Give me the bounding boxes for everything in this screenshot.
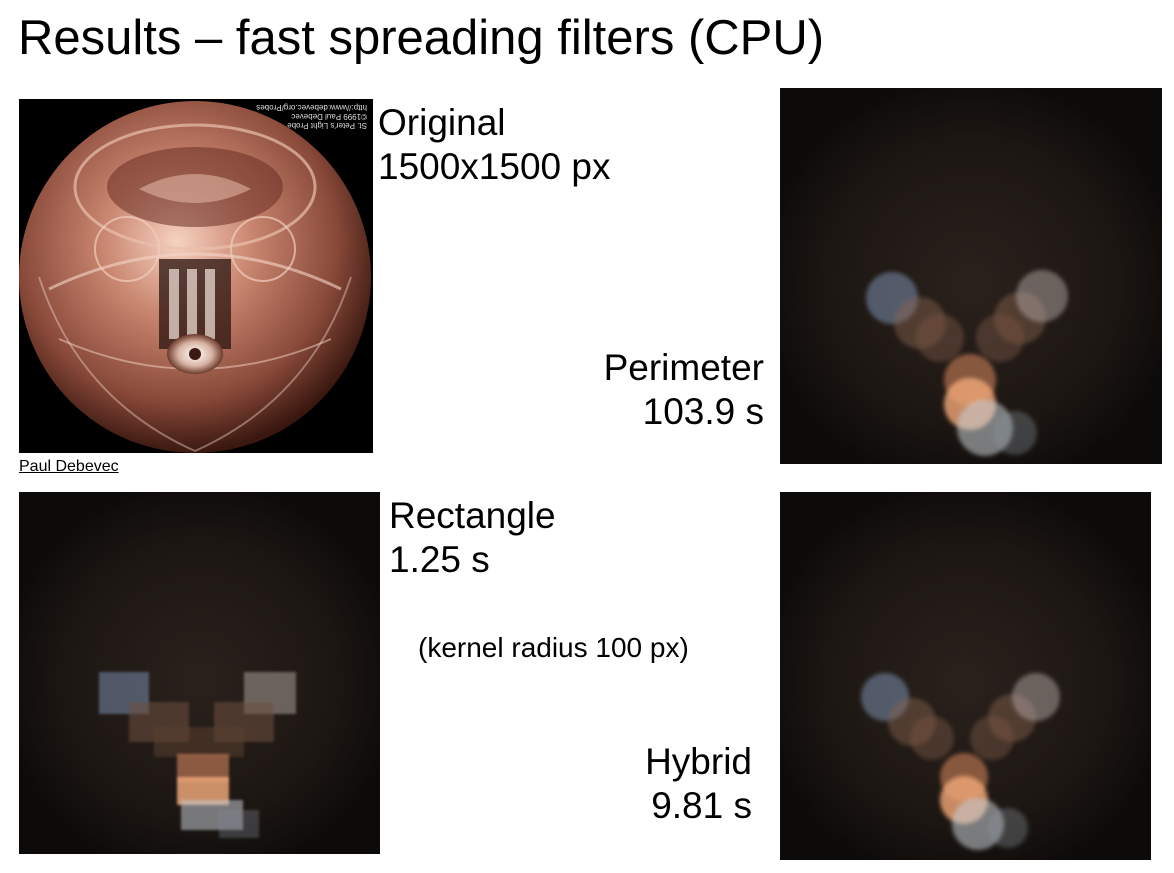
rectangle-bokeh-graphic <box>19 492 380 854</box>
hybrid-label: Hybrid 9.81 s <box>560 740 752 828</box>
probe-copyright-line: http://www.debevec.org/Probes <box>256 103 367 112</box>
slide-title: Results – fast spreading filters (CPU) <box>18 11 825 65</box>
probe-sphere-graphic <box>19 99 373 453</box>
perimeter-time: 103.9 s <box>642 391 764 432</box>
perimeter-name: Perimeter <box>603 347 764 388</box>
perimeter-result-image <box>780 88 1162 464</box>
probe-copyright-line: St. Peter's Light Probe <box>287 121 367 130</box>
rectangle-name: Rectangle <box>389 495 556 536</box>
probe-copyright-line: ©1999 Paul Debevec <box>291 112 367 121</box>
perimeter-bokeh-graphic <box>780 88 1162 464</box>
rectangle-time: 1.25 s <box>389 539 490 580</box>
kernel-note: (kernel radius 100 px) <box>418 632 689 663</box>
hybrid-result-image <box>780 492 1151 860</box>
original-label: Original 1500x1500 px <box>378 101 610 189</box>
hybrid-time: 9.81 s <box>651 785 752 826</box>
original-size: 1500x1500 px <box>378 146 611 187</box>
credit-link[interactable]: Paul Debevec <box>19 458 119 475</box>
probe-copyright-text: St. Peter's Light Probe ©1999 Paul Debev… <box>256 103 367 130</box>
perimeter-label: Perimeter 103.9 s <box>560 346 764 434</box>
rectangle-label: Rectangle 1.25 s <box>389 494 556 582</box>
rectangle-result-image <box>19 492 380 854</box>
original-probe-image: St. Peter's Light Probe ©1999 Paul Debev… <box>19 99 373 453</box>
original-name: Original <box>378 102 506 143</box>
hybrid-bokeh-graphic <box>780 492 1151 860</box>
hybrid-name: Hybrid <box>645 741 752 782</box>
